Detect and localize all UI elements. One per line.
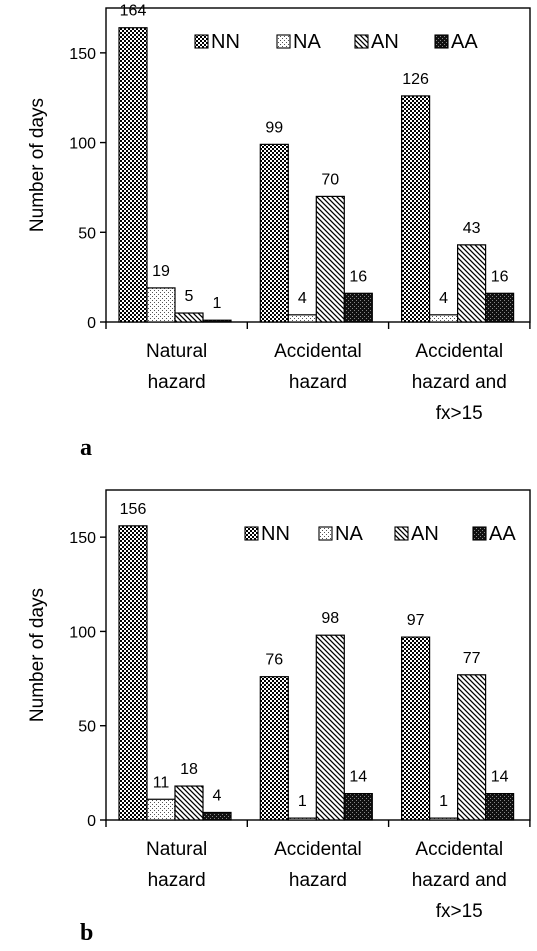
bar-aa xyxy=(202,319,232,323)
y-axis-label: Number of days xyxy=(27,98,48,232)
data-label: 16 xyxy=(349,268,367,285)
bar-aa xyxy=(202,811,232,821)
data-label: 43 xyxy=(463,220,481,237)
data-label: 14 xyxy=(349,769,367,786)
category-label: fx>15 xyxy=(436,901,483,922)
bar-an xyxy=(457,244,487,323)
legend-label-aa: AA xyxy=(489,523,516,545)
bar-na xyxy=(146,798,176,821)
y-tick-label: 100 xyxy=(69,624,96,641)
bar-nn xyxy=(259,143,289,323)
category-label: fx>15 xyxy=(436,403,483,424)
bar-aa xyxy=(343,792,373,821)
bar-aa xyxy=(343,292,373,323)
y-axis-label: Number of days xyxy=(27,588,48,722)
y-tick-label: 0 xyxy=(87,813,96,830)
data-label: 156 xyxy=(120,501,147,518)
legend-swatch-an xyxy=(394,526,409,541)
legend-label-an: AN xyxy=(411,523,439,545)
data-label: 4 xyxy=(298,290,307,307)
category-label: hazard xyxy=(148,870,206,891)
data-label: 1 xyxy=(439,793,448,810)
category-label: hazard xyxy=(289,372,347,393)
y-tick-label: 150 xyxy=(69,46,96,63)
data-label: 164 xyxy=(120,3,147,20)
data-label: 4 xyxy=(213,787,222,804)
bar-an xyxy=(174,312,204,323)
bar-nn xyxy=(259,676,289,821)
panel-label: b xyxy=(80,920,93,946)
legend-label-aa: AA xyxy=(451,31,478,53)
y-tick-label: 100 xyxy=(69,136,96,153)
bar-na xyxy=(146,287,176,323)
legend-swatch-nn xyxy=(194,34,209,49)
data-label: 97 xyxy=(407,612,425,629)
bar-an xyxy=(315,195,345,323)
data-label: 5 xyxy=(185,288,194,305)
category-label: Accidental xyxy=(415,839,503,860)
data-label: 77 xyxy=(463,650,481,667)
legend-label-nn: NN xyxy=(211,31,240,53)
data-label: 18 xyxy=(180,761,198,778)
legend-label-nn: NN xyxy=(261,523,290,545)
bar-na xyxy=(287,817,317,821)
y-tick-label: 150 xyxy=(69,530,96,547)
category-label: hazard and xyxy=(412,870,507,891)
y-tick-label: 50 xyxy=(78,719,96,736)
data-label: 4 xyxy=(439,290,448,307)
legend-swatch-na xyxy=(318,526,333,541)
category-label: Accidental xyxy=(415,341,503,362)
category-label: Natural xyxy=(146,839,207,860)
legend-swatch-aa xyxy=(434,34,449,49)
category-label: Accidental xyxy=(274,839,362,860)
bar-na xyxy=(429,817,459,821)
legend-swatch-aa xyxy=(472,526,487,541)
category-label: Natural xyxy=(146,341,207,362)
data-label: 98 xyxy=(321,610,339,627)
bar-an xyxy=(457,674,487,821)
legend-label-na: NA xyxy=(293,31,321,53)
y-tick-label: 50 xyxy=(78,225,96,242)
category-label: hazard xyxy=(289,870,347,891)
legend: NN NA AN AA xyxy=(194,31,478,53)
category-label: hazard xyxy=(148,372,206,393)
bar-aa xyxy=(485,792,515,821)
category-label: hazard and xyxy=(412,372,507,393)
data-label: 1 xyxy=(213,295,222,312)
bar-na xyxy=(287,314,317,323)
data-label: 16 xyxy=(491,268,509,285)
data-label: 76 xyxy=(265,652,283,669)
bar-na xyxy=(429,314,459,323)
bar-nn xyxy=(118,27,148,323)
legend: NN NA AN AA xyxy=(244,523,516,545)
bar-an xyxy=(315,634,345,821)
legend-label-na: NA xyxy=(335,523,363,545)
bar-nn xyxy=(401,636,431,821)
data-label: 99 xyxy=(265,119,283,136)
data-label: 1 xyxy=(298,793,307,810)
y-tick-label: 0 xyxy=(87,315,96,332)
legend-label-an: AN xyxy=(371,31,399,53)
bar-aa xyxy=(485,292,515,323)
data-label: 11 xyxy=(153,774,170,791)
data-label: 14 xyxy=(491,769,509,786)
legend-swatch-an xyxy=(354,34,369,49)
data-label: 126 xyxy=(402,71,429,88)
bar-nn xyxy=(401,95,431,323)
bar-nn xyxy=(118,525,148,821)
data-label: 19 xyxy=(152,263,170,280)
panel-label: a xyxy=(80,435,92,461)
data-label: 70 xyxy=(321,171,339,188)
category-label: Accidental xyxy=(274,341,362,362)
legend-swatch-na xyxy=(276,34,291,49)
bar-an xyxy=(174,785,204,821)
legend-swatch-nn xyxy=(244,526,259,541)
